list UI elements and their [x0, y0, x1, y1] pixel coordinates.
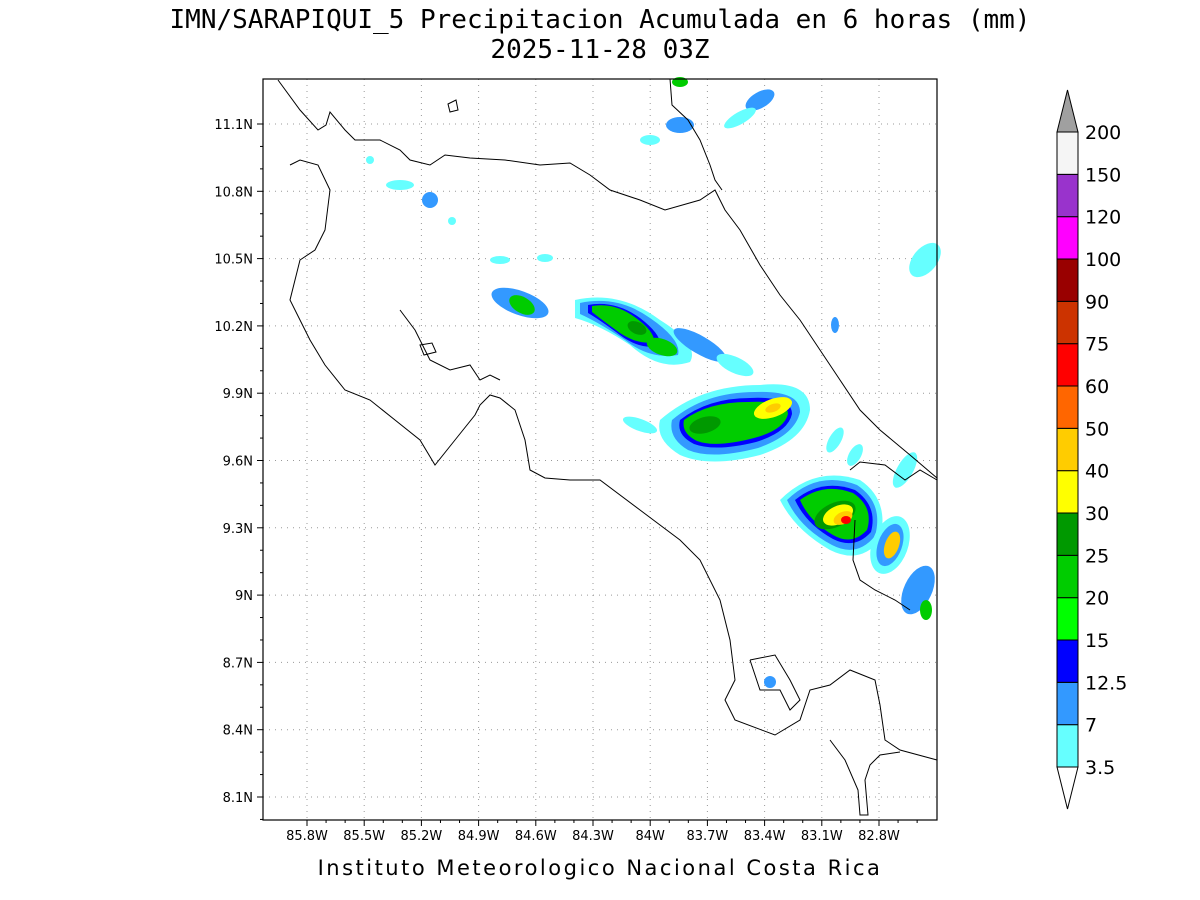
colorbar-swatch [1056, 554, 1079, 599]
colorbar-swatch [1056, 300, 1079, 345]
map-gridlines [263, 79, 937, 820]
colorbar-label: 100 [1085, 249, 1121, 271]
colorbar-swatch [1056, 639, 1079, 683]
colorbar-swatch [1056, 131, 1079, 175]
colorbar-label: 12.5 [1085, 672, 1127, 694]
lat-tick-label: 10.5N [214, 253, 253, 268]
lat-tick-label: 9.3N [223, 522, 253, 537]
lon-tick-label: 84W [635, 829, 665, 844]
colorbar-bottom-arrow [1056, 766, 1079, 810]
lat-tick-label: 8.1N [223, 791, 253, 806]
colorbar-swatch [1056, 427, 1079, 472]
map-plot-frame [262, 78, 938, 821]
lat-tick-label: 9N [235, 589, 253, 604]
lon-tick-label: 82.8W [858, 829, 900, 844]
colorbar-swatch [1056, 470, 1079, 514]
lat-tick-label: 9.6N [223, 455, 253, 470]
colorbar-label: 20 [1085, 588, 1109, 610]
colorbar-label: 200 [1085, 122, 1121, 144]
lat-tick-label: 10.2N [214, 320, 253, 335]
colorbar-label: 90 [1085, 291, 1109, 313]
lat-tick-label: 8.7N [223, 656, 253, 671]
colorbar-top-arrow [1056, 89, 1079, 133]
precipitation-field [366, 77, 941, 688]
footer-credit: Instituto Meteorologico Nacional Costa R… [317, 856, 883, 880]
lon-tick-label: 83.4W [744, 829, 786, 844]
lon-tick-label: 83.1W [801, 829, 843, 844]
precip-band-south [780, 427, 935, 620]
colorbar-label: 25 [1085, 545, 1109, 567]
colorbar-swatch [1056, 173, 1079, 218]
longitude-axis: 85.8W 85.5W 85.2W 84.9W 84.6W 84.3W 84W 83.7W 83… [286, 820, 918, 844]
colorbar-label: 40 [1085, 461, 1109, 483]
precip-band-central [622, 384, 810, 462]
colorbar-label: 50 [1085, 418, 1109, 440]
colorbar-swatch [1056, 512, 1079, 556]
lon-tick-label: 83.7W [686, 829, 728, 844]
colorbar-swatch [1056, 385, 1079, 429]
lat-tick-label: 9.9N [223, 387, 253, 402]
precip-band-north [490, 254, 754, 377]
lon-tick-label: 84.9W [458, 829, 500, 844]
colorbar-swatch [1056, 216, 1079, 260]
lon-tick-label: 85.5W [343, 829, 385, 844]
colorbar-label: 120 [1085, 207, 1121, 229]
lat-tick-label: 8.4N [223, 724, 253, 739]
colorbar-label: 15 [1085, 630, 1109, 652]
colorbar-label: 60 [1085, 376, 1109, 398]
lon-tick-label: 84.3W [572, 829, 614, 844]
colorbar-swatch [1056, 343, 1079, 387]
precip-cells-north [366, 77, 941, 688]
latitude-axis: 11.1N 10.8N 10.5N 10.2N 9.9N 9.6N 9.3N 9N 8.7N 8.… [214, 118, 263, 820]
lat-tick-label: 11.1N [214, 118, 253, 133]
colorbar-swatch [1056, 724, 1079, 768]
colorbar-swatch [1056, 681, 1079, 726]
lon-tick-label: 85.2W [400, 829, 442, 844]
map-plot-background [263, 79, 937, 820]
colorbar-swatch [1056, 597, 1079, 641]
colorbar-label: 30 [1085, 503, 1109, 525]
colorbar-label: 75 [1085, 334, 1109, 356]
lat-tick-label: 10.8N [214, 185, 253, 200]
lon-tick-label: 85.8W [286, 829, 328, 844]
colorbar-label: 150 [1085, 164, 1121, 186]
colorbar-swatch [1056, 258, 1079, 302]
map-subtitle: 2025-11-28 03Z [490, 35, 710, 65]
coastline [277, 78, 938, 816]
precipitation-colorbar: 3.5 7 12.5 15 20 25 30 40 50 60 75 90 100 120 150 200 [1056, 89, 1127, 810]
lon-tick-label: 84.6W [515, 829, 557, 844]
map-title: IMN/SARAPIQUI_5 Precipitacion Acumulada … [169, 5, 1031, 35]
colorbar-label: 3.5 [1085, 757, 1115, 779]
colorbar-label: 7 [1085, 715, 1097, 737]
